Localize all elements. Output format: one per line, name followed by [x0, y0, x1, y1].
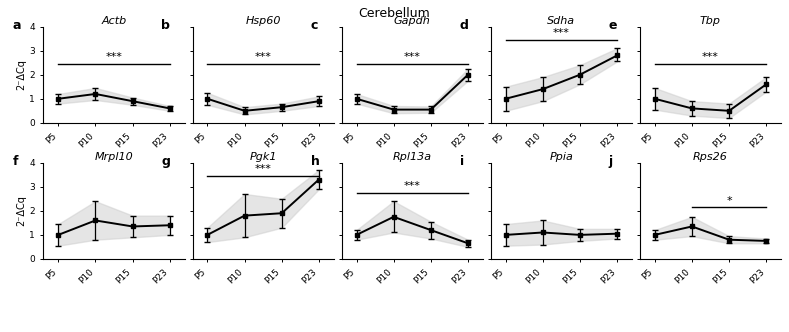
Y-axis label: 2⁻ΔCq: 2⁻ΔCq	[17, 59, 27, 90]
Title: Hsp60: Hsp60	[245, 16, 281, 26]
Title: Mrpl10: Mrpl10	[95, 152, 133, 162]
Text: ***: ***	[553, 28, 570, 38]
Title: Tbp: Tbp	[700, 16, 721, 26]
Text: ***: ***	[702, 52, 719, 62]
Text: ***: ***	[255, 52, 271, 62]
Text: b: b	[162, 19, 170, 32]
Title: Ppia: Ppia	[549, 152, 574, 162]
Text: ***: ***	[404, 181, 421, 191]
Title: Pgk1: Pgk1	[249, 152, 277, 162]
Text: f: f	[13, 155, 18, 168]
Y-axis label: 2⁻ΔCq: 2⁻ΔCq	[17, 196, 27, 226]
Title: Rps26: Rps26	[693, 152, 728, 162]
Text: g: g	[162, 155, 170, 168]
Text: Cerebellum: Cerebellum	[359, 7, 430, 20]
Text: i: i	[460, 155, 464, 168]
Text: h: h	[311, 155, 320, 168]
Title: Sdha: Sdha	[548, 16, 575, 26]
Text: *: *	[726, 196, 732, 206]
Text: ***: ***	[106, 52, 122, 62]
Title: Rpl13a: Rpl13a	[393, 152, 432, 162]
Title: Actb: Actb	[101, 16, 127, 26]
Text: c: c	[311, 19, 318, 32]
Text: ***: ***	[255, 164, 271, 174]
Text: e: e	[609, 19, 617, 32]
Text: ***: ***	[404, 52, 421, 62]
Text: d: d	[460, 19, 469, 32]
Text: a: a	[13, 19, 21, 32]
Title: Gapdh: Gapdh	[394, 16, 431, 26]
Text: j: j	[609, 155, 613, 168]
